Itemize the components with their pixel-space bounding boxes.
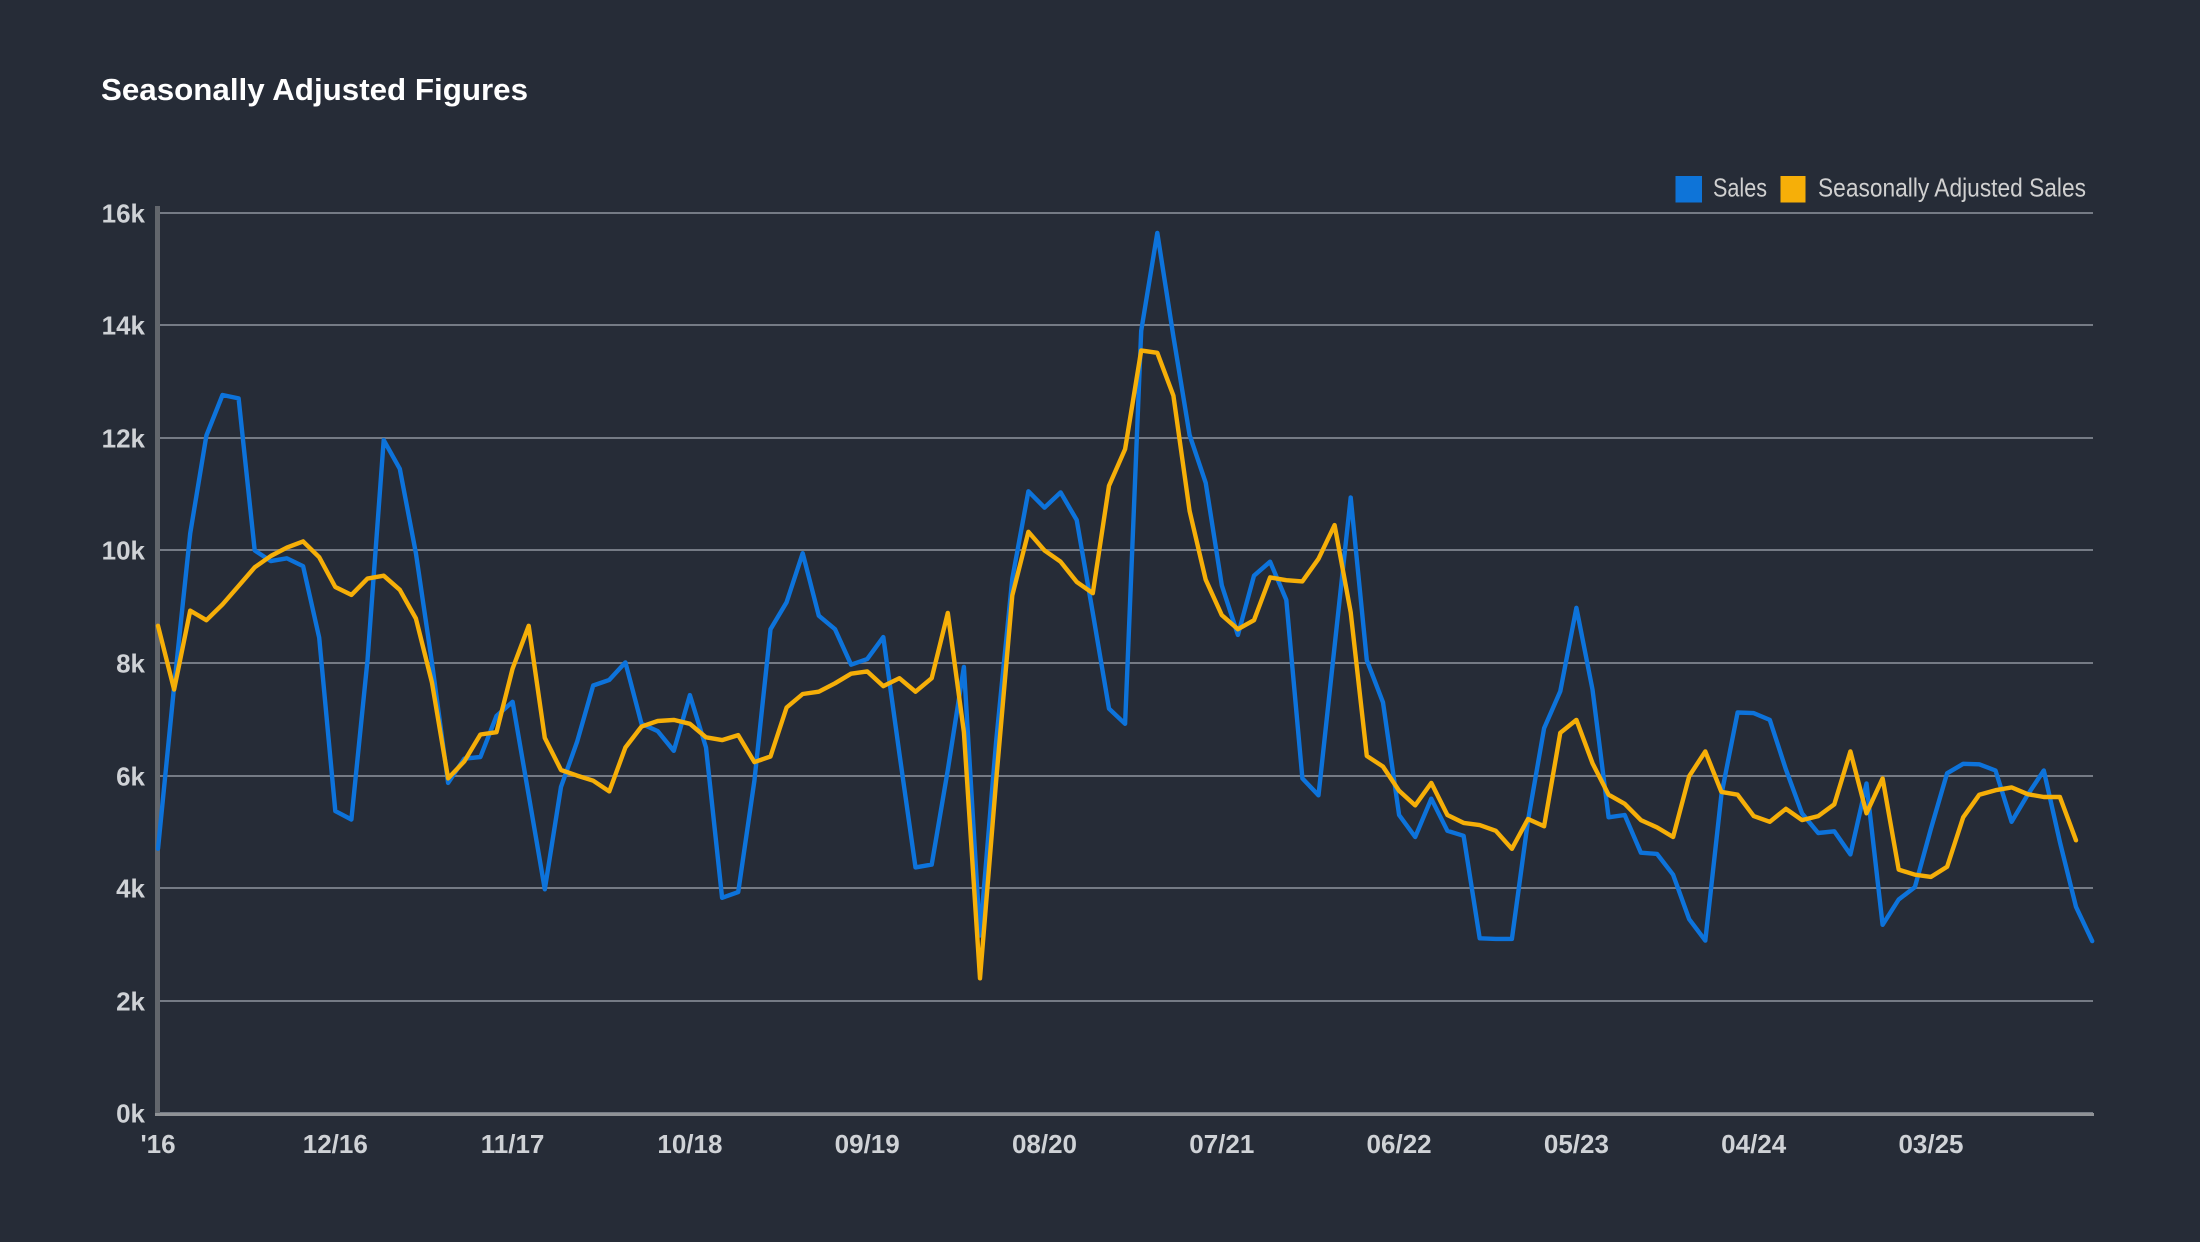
svg-text:03/25: 03/25 (1898, 1129, 1963, 1159)
svg-text:08/20: 08/20 (1012, 1129, 1077, 1159)
svg-text:16k: 16k (102, 199, 146, 229)
svg-text:05/23: 05/23 (1544, 1129, 1609, 1159)
svg-text:4k: 4k (116, 874, 145, 904)
svg-text:6k: 6k (116, 762, 145, 792)
svg-text:'16: '16 (140, 1129, 175, 1159)
svg-text:Seasonally Adjusted Sales: Seasonally Adjusted Sales (1818, 173, 2086, 203)
svg-text:06/22: 06/22 (1367, 1129, 1432, 1159)
svg-text:2k: 2k (116, 987, 145, 1017)
svg-text:14k: 14k (102, 311, 146, 341)
svg-text:07/21: 07/21 (1189, 1129, 1254, 1159)
svg-text:10/18: 10/18 (657, 1129, 722, 1159)
svg-text:8k: 8k (116, 649, 145, 679)
svg-text:12k: 12k (102, 424, 146, 454)
svg-text:12/16: 12/16 (303, 1129, 368, 1159)
svg-text:Seasonally Adjusted Figures: Seasonally Adjusted Figures (101, 72, 528, 107)
svg-text:11/17: 11/17 (481, 1129, 545, 1159)
svg-text:09/19: 09/19 (835, 1129, 900, 1159)
svg-text:04/24: 04/24 (1721, 1129, 1787, 1159)
svg-text:10k: 10k (102, 536, 146, 566)
svg-text:0k: 0k (116, 1099, 145, 1129)
svg-text:Sales: Sales (1713, 173, 1767, 203)
